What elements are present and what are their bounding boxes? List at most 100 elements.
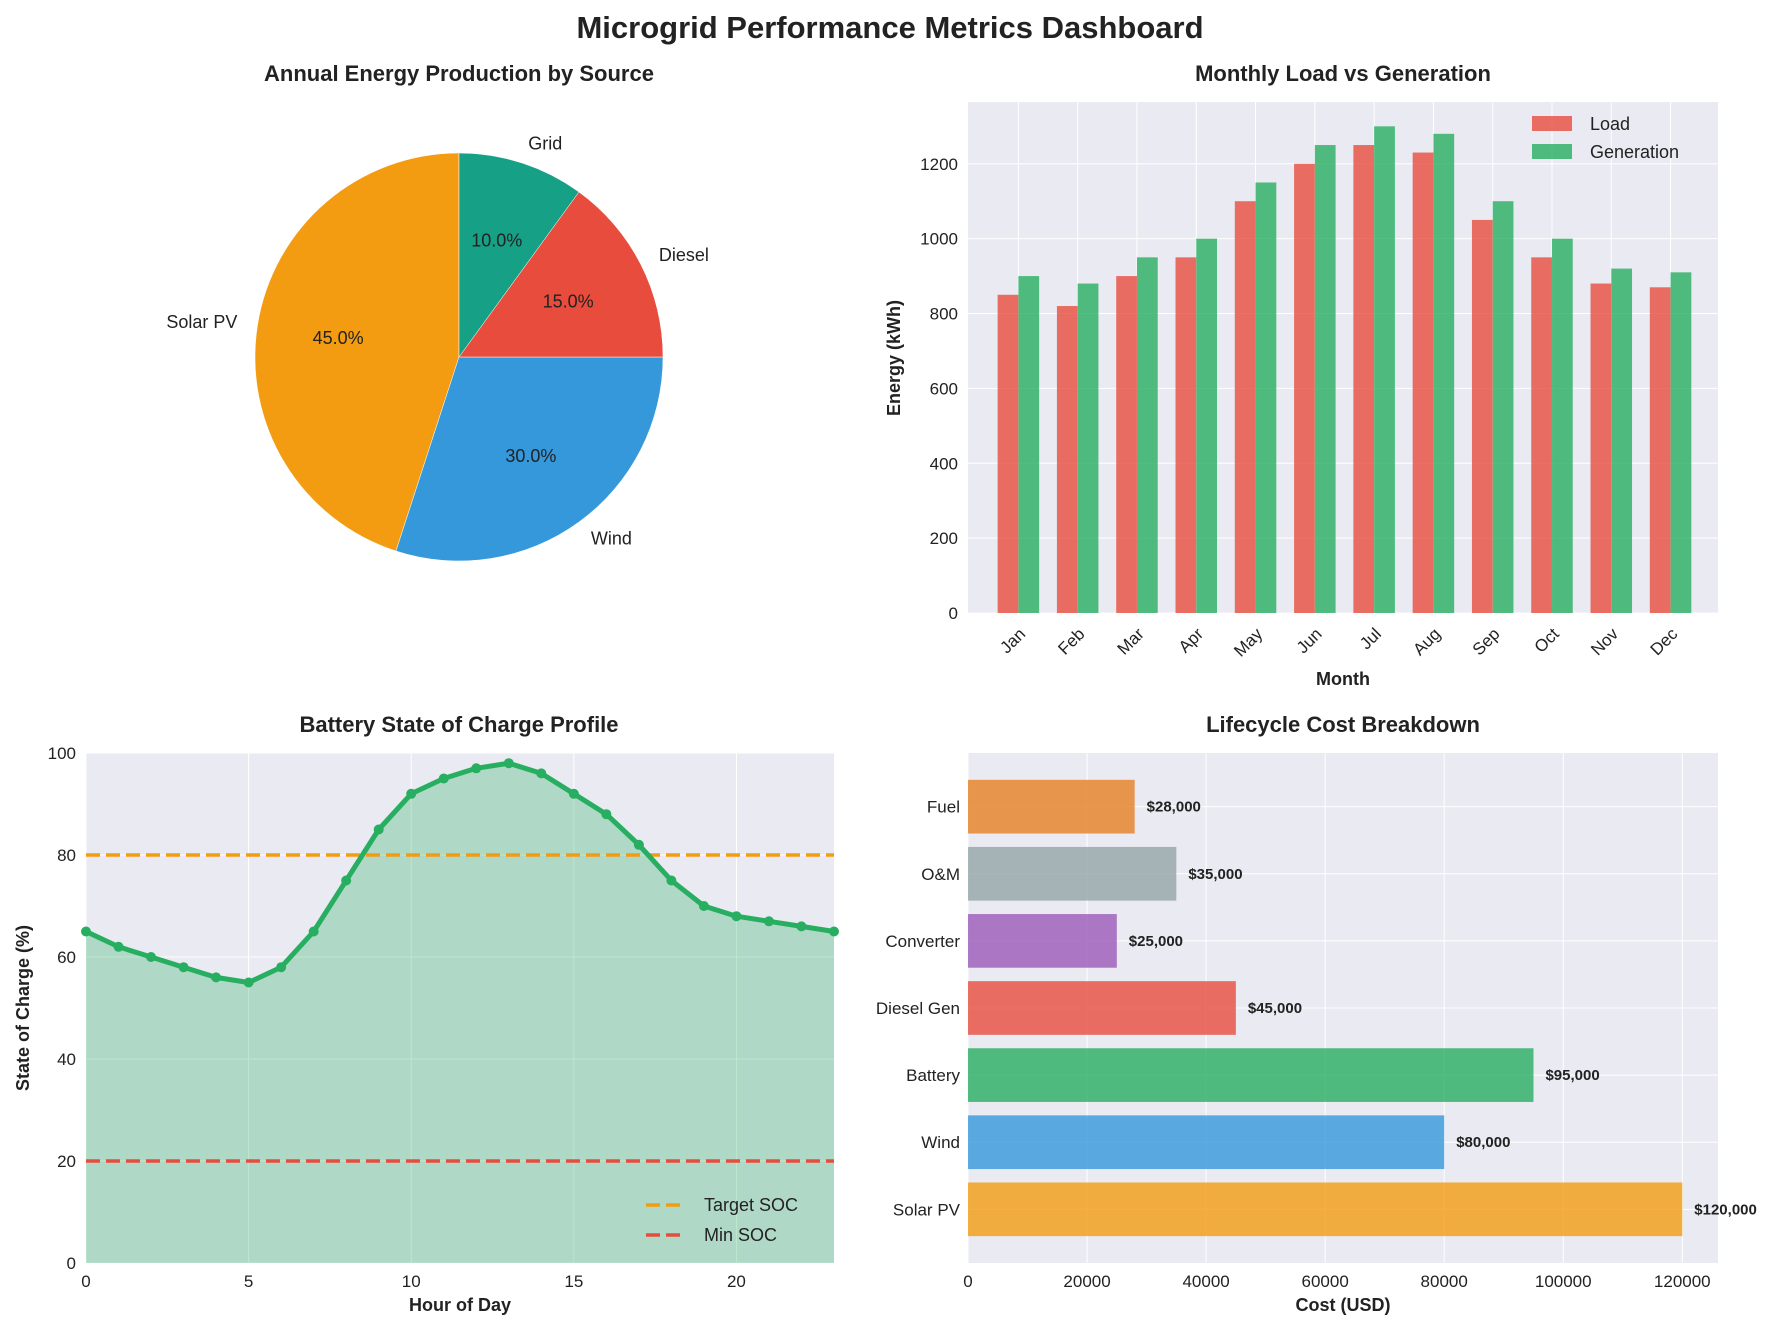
x-tick-label: Mar (1114, 624, 1148, 658)
y-tick-label: 40 (57, 1050, 76, 1069)
x-tick-label: Sep (1469, 624, 1504, 659)
x-tick-label: Feb (1054, 624, 1088, 658)
bar-generation-aug (1433, 133, 1455, 613)
soc-xlabel: Hour of Day (409, 1295, 511, 1315)
bar-load-jun (1294, 163, 1315, 613)
bar-load-nov (1590, 283, 1612, 613)
soc-point (633, 839, 644, 850)
x-tick-label: Nov (1587, 624, 1622, 659)
bar-load-mar (1116, 276, 1137, 613)
soc-point (536, 768, 547, 779)
soc-point (471, 763, 482, 774)
pie-label: Solar PV (166, 312, 237, 332)
legend-label-target-soc: Target SOC (704, 1195, 798, 1215)
pie-label: Diesel (659, 245, 709, 265)
bar-generation-jun (1314, 145, 1336, 614)
y-tick-label: Battery (906, 1066, 960, 1085)
bar-generation-sep (1492, 201, 1514, 613)
soc-point (438, 773, 449, 784)
x-tick-label: 40000 (1182, 1272, 1229, 1291)
y-tick-label: O&M (921, 865, 960, 884)
x-tick-label: 15 (564, 1272, 583, 1291)
cost-bar-battery (968, 1048, 1534, 1102)
y-tick-label: Diesel Gen (876, 999, 960, 1018)
cost-bar-fuel (968, 779, 1135, 834)
pie-chart: Solar PV 45.0% Wind 30.0% Diesel 15.0% Grid 10.… (166, 134, 709, 562)
pie-label: Wind (591, 529, 632, 549)
pie-label: Grid (528, 134, 562, 154)
soc-point (731, 911, 742, 922)
legend-swatch-load (1532, 116, 1572, 131)
x-tick-label: Jul (1356, 624, 1385, 653)
panel-battery-soc: Battery State of Charge Profile 0 20 40 60 8… (13, 712, 839, 1315)
cost-value-label: $120,000 (1694, 1201, 1757, 1218)
soc-plot-area (86, 753, 834, 1263)
soc-area-fill (86, 763, 834, 1263)
pie-slice-diesel (458, 191, 664, 358)
y-tick-label: 20 (57, 1152, 76, 1171)
bar-load-sep (1471, 219, 1493, 614)
pie-slice-solar-pv (254, 152, 460, 552)
soc-point (211, 972, 222, 983)
bar-generation-dec (1670, 272, 1692, 613)
soc-point (243, 977, 254, 988)
y-tick-label: 80 (57, 846, 76, 865)
x-tick-label: Dec (1647, 624, 1682, 659)
soc-point (796, 921, 807, 932)
load-gen-chart: 0 200 400 600 800 1000 1200 Jan Feb Mar Apr May Jun J… (920, 102, 1718, 661)
x-tick-label: Aug (1409, 624, 1444, 659)
legend-label-generation: Generation (1590, 142, 1679, 162)
soc-point (568, 788, 579, 799)
pie-percent-label: 15.0% (543, 291, 594, 311)
y-tick-label: Converter (885, 932, 960, 951)
pie-title: Annual Energy Production by Source (264, 61, 654, 86)
cost-value-label: $45,000 (1248, 1000, 1302, 1017)
soc-point (601, 809, 612, 820)
bar-load-apr (1175, 257, 1197, 613)
x-tick-label: 20 (727, 1272, 746, 1291)
bar-generation-jul (1374, 126, 1395, 613)
soc-point (698, 901, 709, 911)
cost-value-label: $28,000 (1147, 799, 1201, 816)
y-tick-label: 1200 (920, 155, 958, 174)
panel-load-vs-generation: Monthly Load vs Generation 0 200 400 600 800… (884, 61, 1718, 689)
x-tick-label: 60000 (1302, 1272, 1349, 1291)
cost-bar-solar-pv (968, 1182, 1683, 1237)
pie-percent-label: 10.0% (471, 231, 522, 251)
y-tick-label: Solar PV (893, 1200, 961, 1219)
soc-line (84, 760, 835, 985)
cost-value-label: $35,000 (1188, 866, 1242, 883)
x-tick-label: Jun (1293, 624, 1326, 657)
y-tick-label: 800 (930, 305, 958, 324)
x-tick-label: 20000 (1063, 1272, 1110, 1291)
cost-value-label: $25,000 (1129, 933, 1183, 950)
y-tick-label: Fuel (927, 798, 960, 817)
cost-bar-converter (968, 914, 1117, 968)
soc-point (406, 788, 417, 799)
soc-point (308, 926, 319, 937)
bar-generation-oct (1551, 238, 1573, 613)
y-tick-label: 0 (67, 1254, 76, 1273)
y-tick-label: 60 (57, 948, 76, 967)
bar-load-aug (1412, 152, 1434, 614)
bar-generation-may (1255, 182, 1277, 614)
pie-percent-label: 45.0% (313, 328, 364, 348)
bar-load-oct (1531, 257, 1552, 613)
soc-point (276, 962, 287, 973)
soc-point (341, 875, 352, 886)
y-tick-label: 600 (930, 379, 958, 398)
soc-point (146, 952, 157, 962)
legend-swatch-generation (1532, 144, 1572, 159)
bar-generation-apr (1196, 238, 1218, 613)
soc-point (763, 916, 774, 927)
load-gen-ylabel: Energy (kWh) (884, 300, 904, 416)
cost-value-label: $80,000 (1456, 1134, 1510, 1151)
cost-bar-o-m (968, 846, 1177, 901)
x-tick-label: 120000 (1654, 1272, 1711, 1291)
bar-load-may (1234, 201, 1256, 613)
x-tick-label: 0 (81, 1272, 90, 1291)
bar-load-dec (1649, 287, 1671, 613)
soc-point (829, 926, 839, 937)
soc-point (113, 941, 124, 952)
